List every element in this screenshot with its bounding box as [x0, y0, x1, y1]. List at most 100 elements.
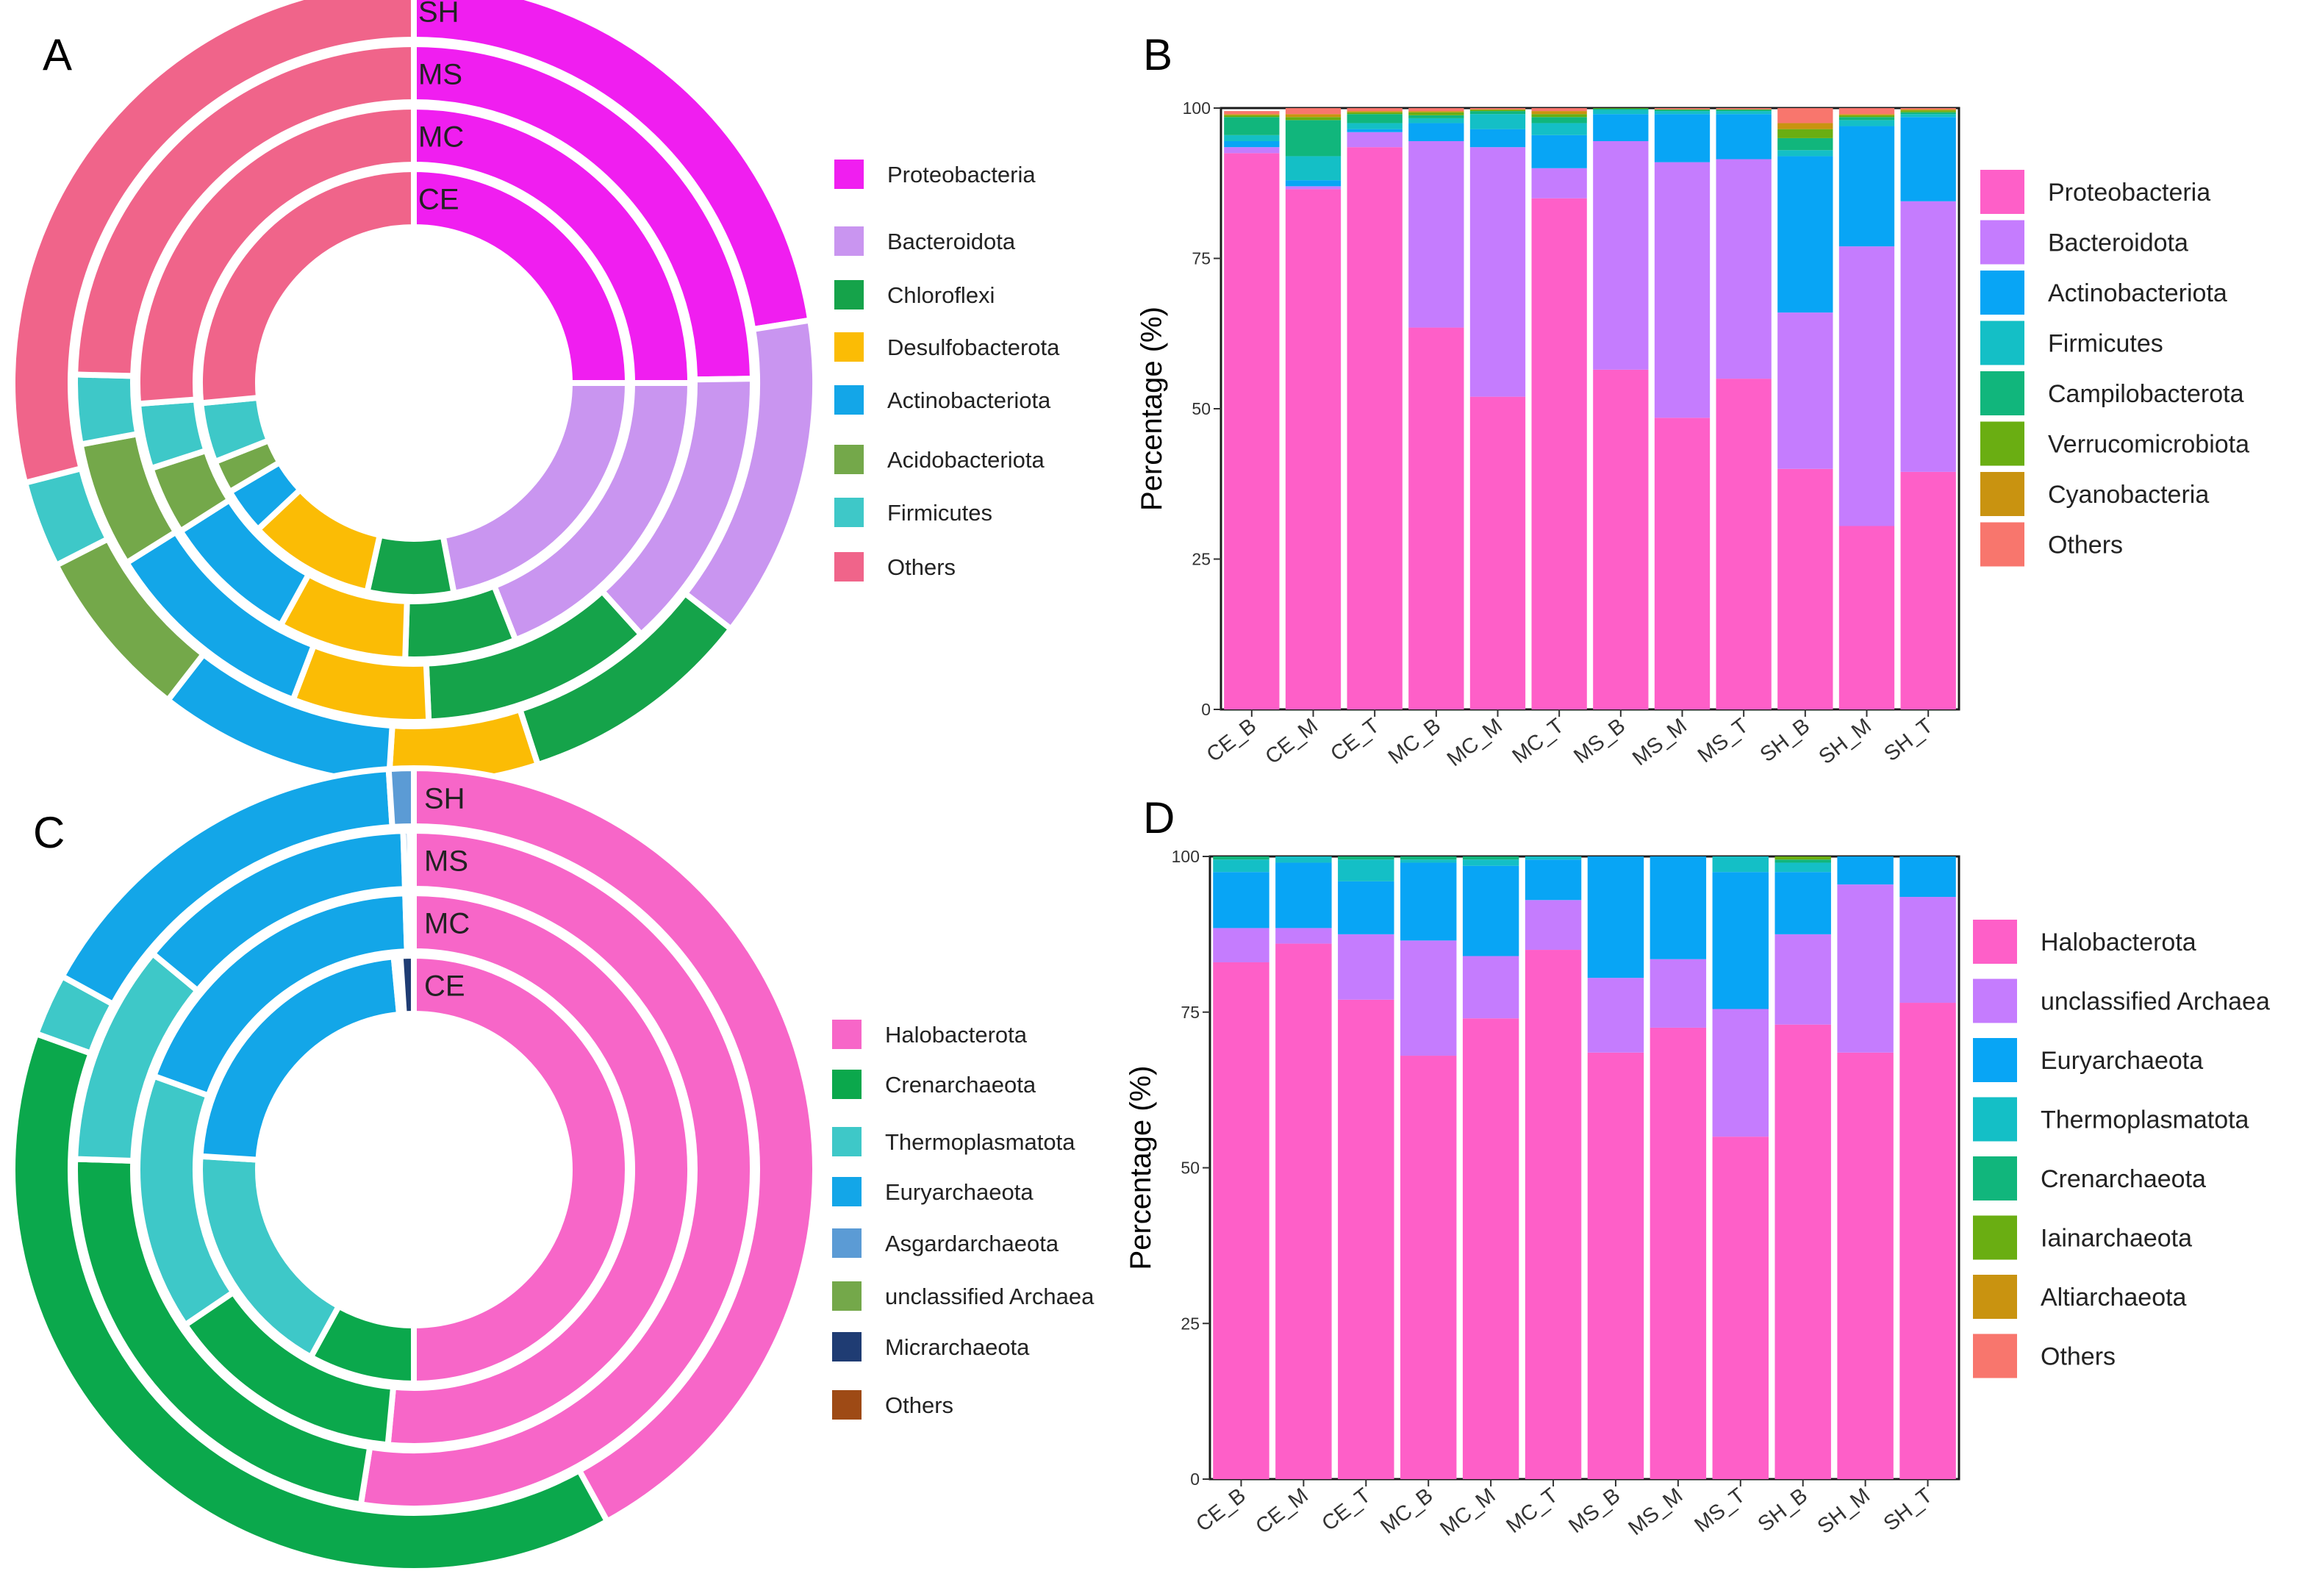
legend-label-bacteroidota: Bacteroidota: [887, 229, 1016, 254]
legend-label-asgardarchaeota: Asgardarchaeota: [885, 1231, 1059, 1256]
x-tick-label-ce-b: CE_B: [1203, 714, 1261, 767]
ring-sh-crenarchaeota-segment: [10, 1031, 611, 1574]
bar-mc-b-thermoplasmatota: [1400, 859, 1457, 863]
bar-sh-t-proteobacteria: [1900, 471, 1956, 709]
legend-label-euryarchaeota: Euryarchaeota: [885, 1179, 1034, 1205]
legend-label-actinobacteriota: Actinobacteriota: [887, 387, 1051, 413]
legend-label-others: Others: [2048, 532, 2123, 559]
ring-mc-halobacterota-segment: [384, 890, 694, 1449]
bar-sh-b-iainarchaeota: [1774, 856, 1831, 860]
bar-sh-b-verrucomicrobiota: [1777, 129, 1833, 138]
legend-swatch-euryarchaeota: [1973, 1038, 2017, 1082]
bar-sh-t-halobacterota: [1899, 1003, 1956, 1479]
bar-mc-b-proteobacteria: [1408, 327, 1464, 709]
x-tick-label-ms-b: MS_B: [1569, 714, 1630, 768]
bar-ce-t-halobacterota: [1338, 999, 1394, 1479]
legend-swatch-euryarchaeota: [832, 1177, 862, 1206]
bar-sh-b-proteobacteria: [1777, 468, 1833, 709]
legend-label-others: Others: [2041, 1343, 2116, 1371]
y-tick-label-100: 100: [1172, 847, 1200, 866]
bar-ce-b-thermoplasmatota: [1213, 859, 1269, 873]
x-tick-label-ce-m: CE_M: [1261, 714, 1322, 769]
bar-mc-t-halobacterota: [1525, 950, 1582, 1479]
legend-swatch-firmicutes: [834, 498, 864, 527]
bar-sh-m-unclassified-archaea: [1837, 884, 1894, 1053]
legend-swatch-others: [832, 1390, 862, 1420]
x-tick-label-sh-t: SH_T: [1880, 1484, 1937, 1536]
bar-mc-t-campilobacterota: [1531, 117, 1587, 124]
bar-ce-t-crenarchaeota: [1338, 856, 1394, 860]
ring-label-ce: CE: [424, 970, 465, 1003]
legend-label-bacteroidota: Bacteroidota: [2048, 229, 2188, 257]
bar-ce-b-actinobacteriota: [1224, 140, 1280, 148]
x-tick-label-sh-b: SH_B: [1756, 714, 1814, 767]
bar-ms-b-unclassified-archaea: [1587, 978, 1644, 1053]
legend-label-iainarchaeota: Iainarchaeota: [2041, 1225, 2192, 1253]
bar-mc-b-euryarchaeota: [1400, 862, 1457, 941]
bar-ce-m-campilobacterota: [1285, 120, 1342, 157]
bar-mc-t-verrucomicrobiota: [1531, 114, 1587, 118]
ring-ms-firmicutes-segment: [72, 371, 141, 448]
bar-ce-b-euryarchaeota: [1213, 872, 1269, 928]
bar-ce-b-verrucomicrobiota: [1224, 115, 1280, 118]
bar-sh-m-others: [1838, 108, 1895, 115]
bar-mc-t-actinobacteriota: [1531, 135, 1587, 168]
ring-mc-others-segment: [135, 104, 417, 407]
bar-sh-b-others: [1777, 108, 1833, 124]
ring-sh-others-segment: [10, 0, 417, 486]
bar-ms-m-euryarchaeota: [1650, 856, 1707, 959]
legend-swatch-iainarchaeota: [1973, 1215, 2017, 1260]
bar-sh-t-others: [1900, 108, 1956, 110]
bar-mc-m-proteobacteria: [1469, 396, 1526, 709]
bar-ce-b-crenarchaeota: [1213, 856, 1269, 860]
ring-ce-others-segment: [196, 166, 417, 407]
panel-a-donut: CE MC MS SH Proteobacteria Bacteroidota Chloro…: [10, 0, 1060, 787]
legend-label-firmicutes: Firmicutes: [887, 500, 992, 526]
legend-swatch-campilobacterota: [1980, 371, 2024, 415]
bar-mc-b-halobacterota: [1400, 1056, 1457, 1479]
ring-ce-proteobacteria-segment: [411, 166, 631, 386]
legend-swatch-asgardarchaeota: [832, 1228, 862, 1258]
bar-ce-m-unclassified-archaea: [1275, 928, 1332, 944]
bar-mc-b-cyanobacteria: [1408, 111, 1464, 112]
bar-ce-m-halobacterota: [1275, 943, 1332, 1479]
bar-mc-b-others: [1408, 108, 1464, 112]
bar-mc-t-proteobacteria: [1531, 198, 1587, 709]
legend-swatch-crenarchaeota: [832, 1070, 862, 1099]
legend-swatch-thermoplasmatota: [832, 1127, 862, 1156]
bar-mc-t-thermoplasmatota: [1525, 856, 1582, 860]
panel-letter-c: C: [33, 808, 65, 857]
bar-sh-b-cyanobacteria: [1777, 123, 1833, 129]
bar-mc-m-verrucomicrobiota: [1469, 110, 1526, 112]
panel-letter-a: A: [43, 30, 72, 79]
legend-label-unclassified-archaea: unclassified Archaea: [885, 1284, 1095, 1309]
bar-ce-b-halobacterota: [1213, 962, 1269, 1479]
legend-swatch-proteobacteria: [834, 160, 864, 189]
legend-swatch-firmicutes: [1980, 321, 2024, 365]
plot-area-frame: [1208, 855, 1960, 1481]
bar-mc-m-thermoplasmatota: [1462, 859, 1519, 866]
panel-letter-b: B: [1143, 30, 1172, 79]
legend-swatch-proteobacteria: [1980, 170, 2024, 214]
bar-ms-t-actinobacteriota: [1716, 114, 1772, 160]
bar-sh-m-bacteroidota: [1838, 246, 1895, 526]
ring-ce-micrarchaeota-segment: [397, 952, 417, 1017]
x-tick-label-ms-t: MS_T: [1694, 714, 1753, 767]
legend-swatch-acidobacteriota: [834, 445, 864, 474]
bar-mc-m-euryarchaeota: [1462, 865, 1519, 956]
bar-mc-t-bacteroidota: [1531, 168, 1587, 198]
bar-sh-m-euryarchaeota: [1837, 856, 1894, 885]
x-tick-label-sh-b: SH_B: [1754, 1484, 1812, 1536]
bar-ce-t-actinobacteriota: [1347, 129, 1403, 132]
x-tick-label-mc-t: MC_T: [1502, 1484, 1562, 1538]
legend-swatch-verrucomicrobiota: [1980, 421, 2024, 466]
ring-ms-others-segment: [72, 41, 417, 379]
bar-sh-m-halobacterota: [1837, 1052, 1894, 1479]
bar-ce-b-campilobacterota: [1224, 117, 1280, 135]
x-tick-label-sh-m: SH_M: [1815, 714, 1876, 769]
legend-swatch-cyanobacteria: [1980, 472, 2024, 516]
legend-label-acidobacteriota: Acidobacteriota: [887, 447, 1045, 473]
ring-label-sh: SH: [424, 783, 465, 815]
bar-ce-m-verrucomicrobiota: [1285, 117, 1342, 121]
ring-ms-halobacterota-segment: [357, 828, 756, 1511]
